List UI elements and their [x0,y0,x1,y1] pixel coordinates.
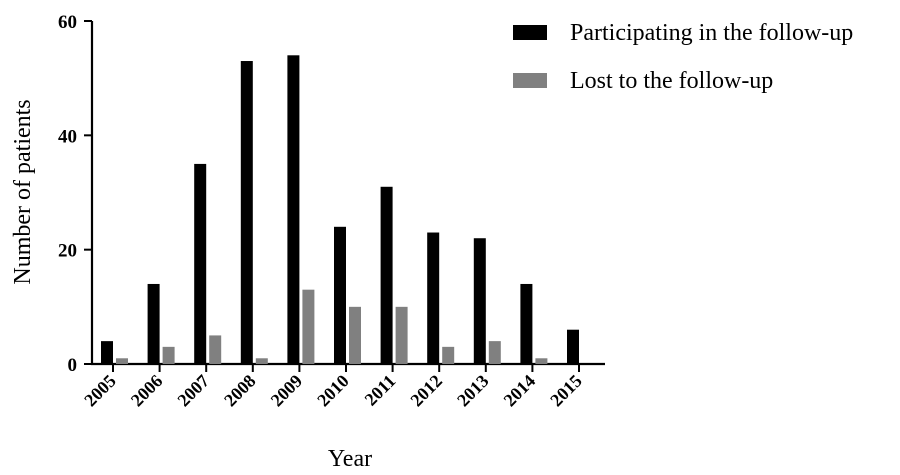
bar-lost-2005 [116,358,128,364]
x-tick-label-2005: 2005 [80,371,120,411]
y-tick-label-40: 40 [58,126,77,147]
legend-swatch-lost [513,73,547,88]
legend-label-participating: Participating in the follow-up [570,20,853,46]
x-axis-title: Year [328,446,372,470]
x-tick-label-2009: 2009 [267,371,307,411]
y-tick-label-0: 0 [68,355,78,376]
x-tick-label-2006: 2006 [127,371,167,411]
bar-lost-2010 [349,306,361,364]
x-tick-label-2007: 2007 [173,371,213,411]
axes [84,20,605,372]
legend-label-lost: Lost to the follow-up [570,68,773,94]
bar-lost-2006 [162,346,175,364]
bar-lost-2014 [535,358,548,364]
bar-lost-2007 [209,335,222,364]
bar-participating-2006 [147,283,160,364]
x-tick-label-2014: 2014 [500,371,540,411]
x-tick-label-2013: 2013 [453,371,493,411]
bar-lost-2013 [488,341,501,364]
bar-lost-2012 [442,346,455,364]
x-tick-label-2011: 2011 [361,371,400,410]
x-tick-label-2010: 2010 [313,371,353,411]
bar-participating-2015 [567,329,579,364]
bar-lost-2011 [395,306,408,364]
x-tick-label-2015: 2015 [546,371,586,411]
bar-participating-2013 [473,238,486,364]
bar-participating-2011 [380,186,393,364]
bars [101,55,579,365]
bar-participating-2010 [334,226,346,364]
bar-participating-2005 [101,341,113,364]
x-tick-label-2008: 2008 [220,371,260,411]
x-tick-label-2012: 2012 [406,371,446,411]
bar-participating-2012 [427,232,440,364]
bar-participating-2008 [240,61,253,365]
legend-swatch-participating [513,25,547,40]
legend: Participating in the follow-up Lost to t… [513,20,853,94]
y-axis-title: Number of patients [10,99,36,284]
y-tick-label-20: 20 [58,241,77,262]
bar-lost-2008 [255,358,268,364]
bar-participating-2007 [194,163,207,364]
bar-lost-2009 [302,289,315,364]
bar-participating-2014 [520,283,533,364]
y-tick-label-60: 60 [58,12,77,33]
bar-participating-2009 [287,55,300,365]
